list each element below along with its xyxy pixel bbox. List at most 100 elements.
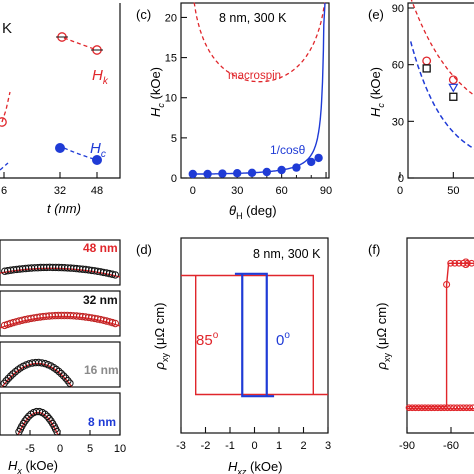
panel-d-xtick-label: -1 [225,440,235,452]
panel-b-xlabel: Hx (kOe) [8,458,58,474]
panel-f-data-point [456,404,464,412]
panel-a-hc-trend [63,147,98,161]
panel-f-ylabel: ρxy (μΩ cm) [374,303,392,371]
panel-c-ytick-label: 10 [165,93,177,105]
panel-f-data-point [412,404,419,412]
panel-a-corner-text: K [2,20,12,37]
panel-c-xtick-label: 90 [320,185,332,197]
panel-b-data-point [66,379,74,387]
panel-f-data-point [451,259,459,267]
panel-e: (e) 0 30 60 90 0 50 Hc (kOe) [368,0,474,197]
panel-a-hk-trend-left [1,91,11,123]
panel-c-cos-curve [192,2,326,175]
panel-c-data-point [262,167,271,177]
panel-b-label-8nm: 8 nm [88,415,116,429]
panel-b-subpanel-48nm [0,239,121,286]
panel-f-ticks: -90 -60 [399,427,459,452]
panel-f-data-point [405,404,413,412]
panel-d-ylabel: ρxy (μΩ cm) [152,303,170,371]
panel-f-data-point [424,404,432,412]
panel-f-data-point [421,404,429,412]
panel-c-xtick-label: 0 [190,185,196,197]
panel-e-xtick-label: 0 [397,185,403,197]
panel-b-data-32nm [0,311,120,330]
panel-c-data-point [188,169,197,179]
panel-e-data-point [422,56,432,66]
panel-b-data-point [108,270,117,278]
panel-c-ytick-label: 20 [165,12,177,24]
panel-b-label-32nm: 32 nm [83,293,118,307]
panel-b-data-point [2,377,10,385]
panel-a-hc-point [55,143,65,153]
panel-b-data-point [52,365,61,374]
panel-f-xtick-label: -90 [399,440,415,452]
panel-f: (f) 3 -90 -60 ρxy (μΩ cm) [368,237,474,452]
panel-b-data-point [45,414,53,423]
panel-c-ytick-label: 15 [165,53,177,65]
panel-f-data-point [447,404,454,412]
panel-f-data-point [444,404,451,412]
panel-e-fit-blue [409,41,474,150]
panel-b-data-8nm [15,407,61,436]
panel-c-condition: 8 nm, 300 K [219,11,287,25]
panel-c-ylabel: Hc (kOe) [148,67,166,117]
panel-b-label-16nm: 16 nm [84,363,119,377]
panel-c-frame [180,2,330,179]
panel-b-subpanel-16nm [0,341,121,388]
panel-b-label-48nm: 48 nm [83,241,118,255]
panel-c-data-point [292,163,301,172]
panel-e-fit-red [410,0,474,96]
panel-c-data-point [203,169,212,179]
panel-e-data-point [448,83,459,93]
panel-c-ytick-label: 5 [171,133,177,145]
panel-c-data-point [277,165,286,175]
panel-b-fit-16nm [1,362,73,388]
panel-c-data-point [233,169,242,178]
panel-a-xtick-label: 48 [91,185,103,197]
panel-b-data-point [43,412,51,420]
panel-b-xticks: -5 0 5 10 [25,430,126,455]
panel-e-data-points [422,56,459,101]
panel-f-data-point [408,404,416,412]
panel-f-data-point [455,259,463,267]
panel-f-data-point [468,259,474,267]
panel-b-data-point [108,318,117,327]
panel-f-data-point [463,404,470,412]
panel-e-xtick-label: 50 [447,185,459,197]
panel-d-label-0deg: 0o [276,330,290,349]
panel-c-data-point [314,153,323,163]
panel-c-data-points [188,153,323,179]
panel-e-data-point [448,75,458,85]
panel-f-loop [407,262,474,410]
panel-b-fit-8nm [17,412,59,436]
panel-d-loop-85deg [181,274,328,396]
panel-d-xtick-label: -3 [176,440,186,452]
panel-c-xtick-label: 30 [231,185,243,197]
panel-b-data-point [4,374,13,383]
panel-c: (c) 8 nm, 300 K 0 30 60 90 0 5 10 15 20 macrospi… [136,2,332,221]
panel-b-data-48nm [1,263,120,279]
panel-b-data-point [25,412,33,420]
panel-a-hk-trend [63,37,98,51]
panel-b: 48 nm 32 nm 16 nm 8 nm -5 0 5 10 Hx (kOe) [0,239,126,474]
panel-c-data-point [218,169,227,178]
panel-a-xlabel: t (nm) [47,201,81,216]
panel-b-data-point [64,377,72,385]
panel-a-hk-label: Hk [92,67,109,87]
panel-b-data-point [59,372,68,380]
panel-d-ticks: -3 -2 -1 0 1 2 3 [176,427,331,452]
panel-b-data-point [6,372,15,380]
panel-a-xtick-label: 6 [1,185,7,197]
panel-c-cos-label: 1/cosθ [270,143,306,157]
panel-b-data-point [111,271,120,279]
panel-c-data-point [307,157,316,167]
panel-f-data-point [440,404,448,412]
panel-f-axes [406,237,474,434]
panel-f-data-point [434,404,442,412]
panel-b-xtick-label: 0 [57,443,63,455]
panel-b-xtick-label: 10 [114,443,126,455]
panel-f-data-point [437,404,445,412]
panel-d-xtick-label: -2 [201,440,211,452]
panel-d-xtick-label: 3 [325,440,331,452]
panel-d-xtick-label: 2 [300,440,306,452]
